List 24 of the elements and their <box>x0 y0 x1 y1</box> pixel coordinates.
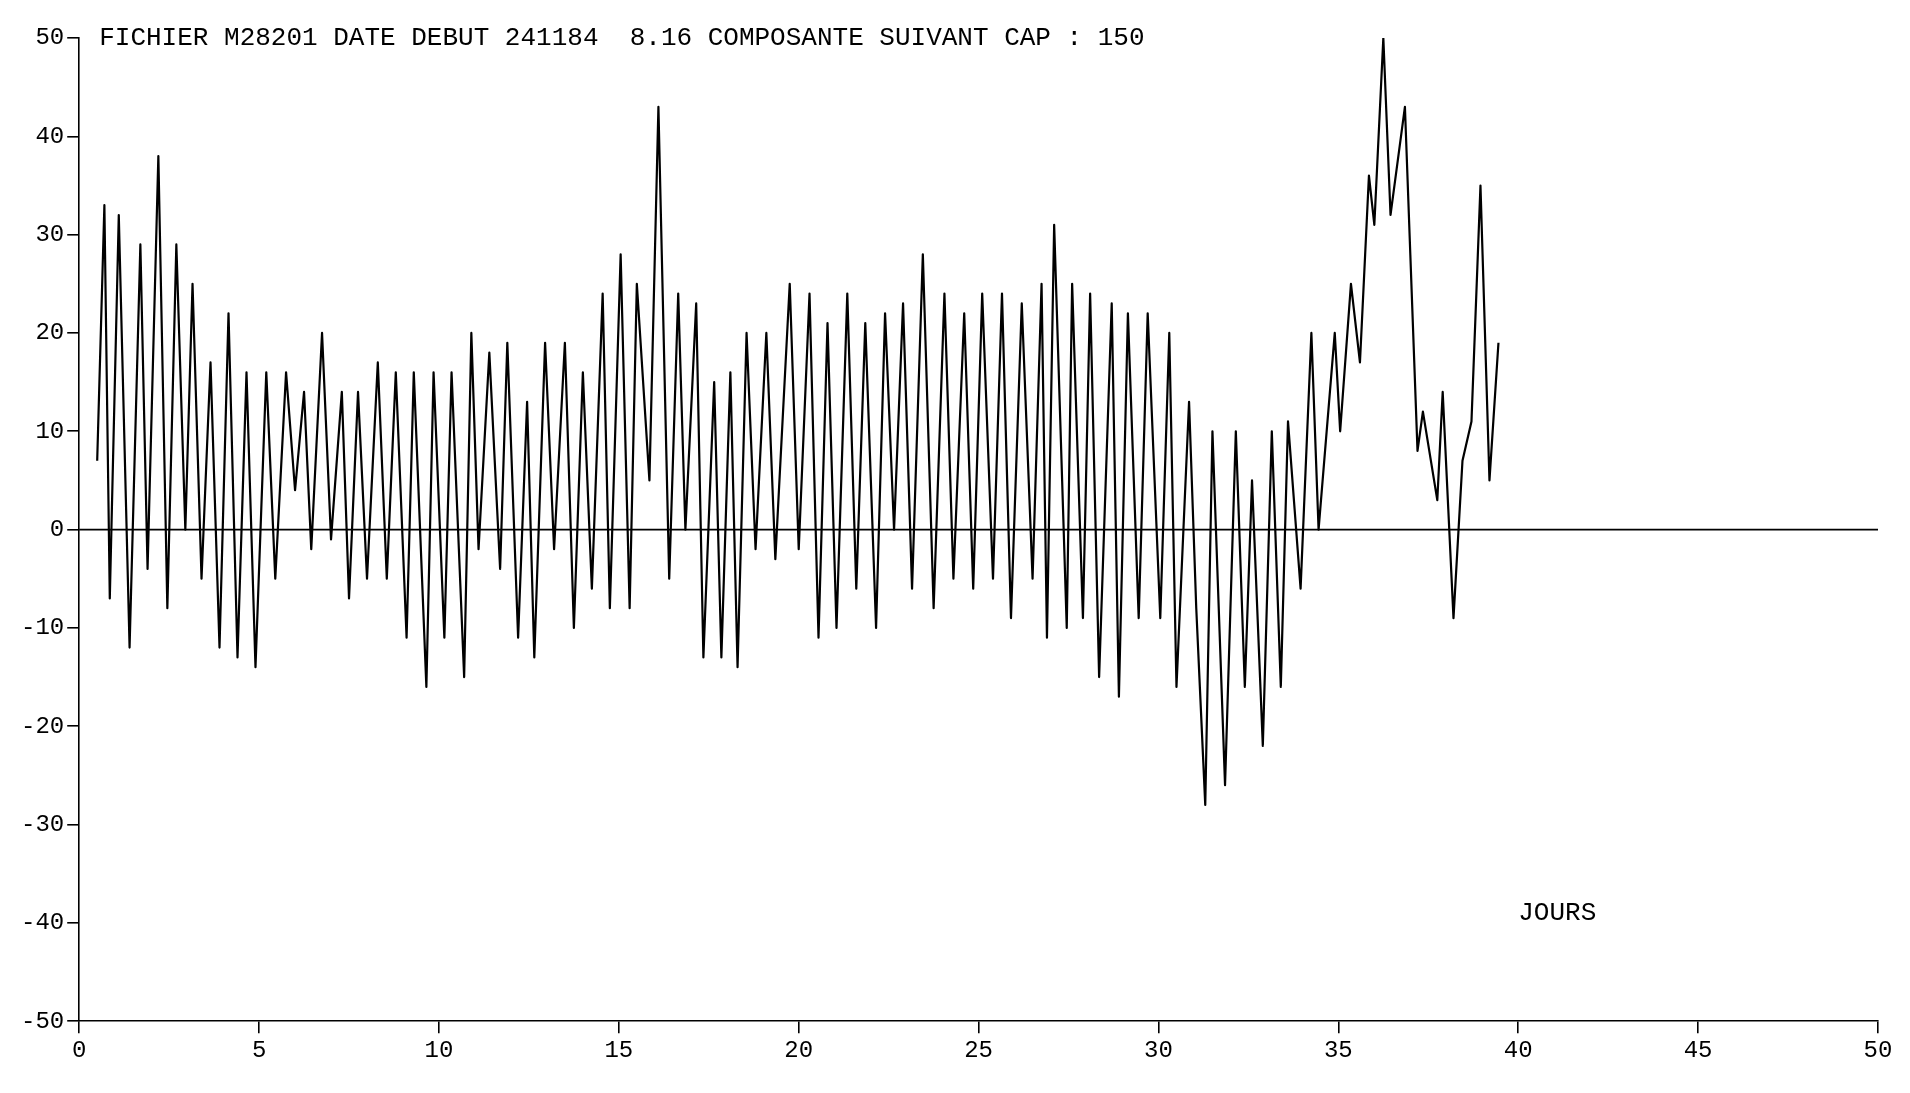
x-tick-label: 0 <box>72 1036 87 1064</box>
y-tick-label: 50 <box>35 24 65 52</box>
y-tick-label: 20 <box>35 319 65 347</box>
x-tick-label: 25 <box>964 1036 994 1064</box>
y-tick-label: 0 <box>49 515 65 543</box>
x-tick-label: 5 <box>251 1036 267 1064</box>
y-tick-label: -40 <box>20 909 65 937</box>
x-tick-label: 40 <box>1503 1036 1533 1064</box>
x-tick-label: 15 <box>604 1036 634 1064</box>
y-tick-label: 30 <box>35 221 65 248</box>
x-tick-label: 10 <box>424 1036 454 1064</box>
y-tick-label: 10 <box>35 417 65 445</box>
y-tick-label: -30 <box>20 810 65 838</box>
x-tick-label: 45 <box>1683 1036 1713 1064</box>
y-tick-label: -10 <box>20 614 65 642</box>
x-tick-label: 20 <box>784 1036 814 1064</box>
x-tick-label: 50 <box>1863 1036 1893 1064</box>
y-tick-label: 40 <box>35 122 65 150</box>
y-tick-label: -20 <box>20 712 65 740</box>
x-tick-label: 30 <box>1144 1036 1173 1064</box>
x-axis-title: JOURS <box>1518 897 1597 928</box>
chart-title: FICHIER M28201 DATE DEBUT 241184 8.16 COMPOSANTE SUIVANT CAP : 150 <box>99 22 1145 53</box>
y-tick-label: -50 <box>20 1007 65 1035</box>
x-tick-label: 35 <box>1323 1036 1353 1064</box>
